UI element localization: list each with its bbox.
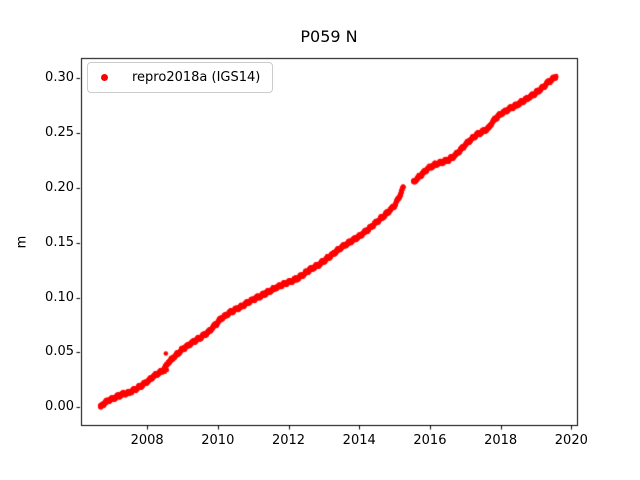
y-tick-label: 0.25 — [45, 125, 74, 141]
y-tick-label: 0.05 — [45, 344, 74, 360]
x-tick-label: 2010 — [201, 433, 235, 448]
chart-title: P059 N — [300, 27, 358, 46]
y-tick-label: 0.30 — [45, 70, 74, 86]
y-tick-label: 0.20 — [45, 179, 74, 195]
x-tick-label: 2016 — [413, 433, 447, 448]
x-tick-label: 2018 — [484, 433, 518, 448]
x-tick-label: 2012 — [271, 433, 306, 448]
x-tick-label: 2008 — [130, 433, 164, 448]
legend-label: repro2018a (IGS14) — [132, 70, 261, 85]
x-tick-label: 2020 — [554, 433, 588, 448]
legend-marker-dot — [101, 74, 108, 81]
legend: repro2018a (IGS14) — [87, 62, 274, 93]
y-tick-label: 0.10 — [45, 289, 74, 305]
x-tick-label: 2014 — [342, 433, 376, 448]
y-tick-label: 0.00 — [45, 399, 74, 415]
y-tick-label: 0.15 — [45, 234, 74, 250]
